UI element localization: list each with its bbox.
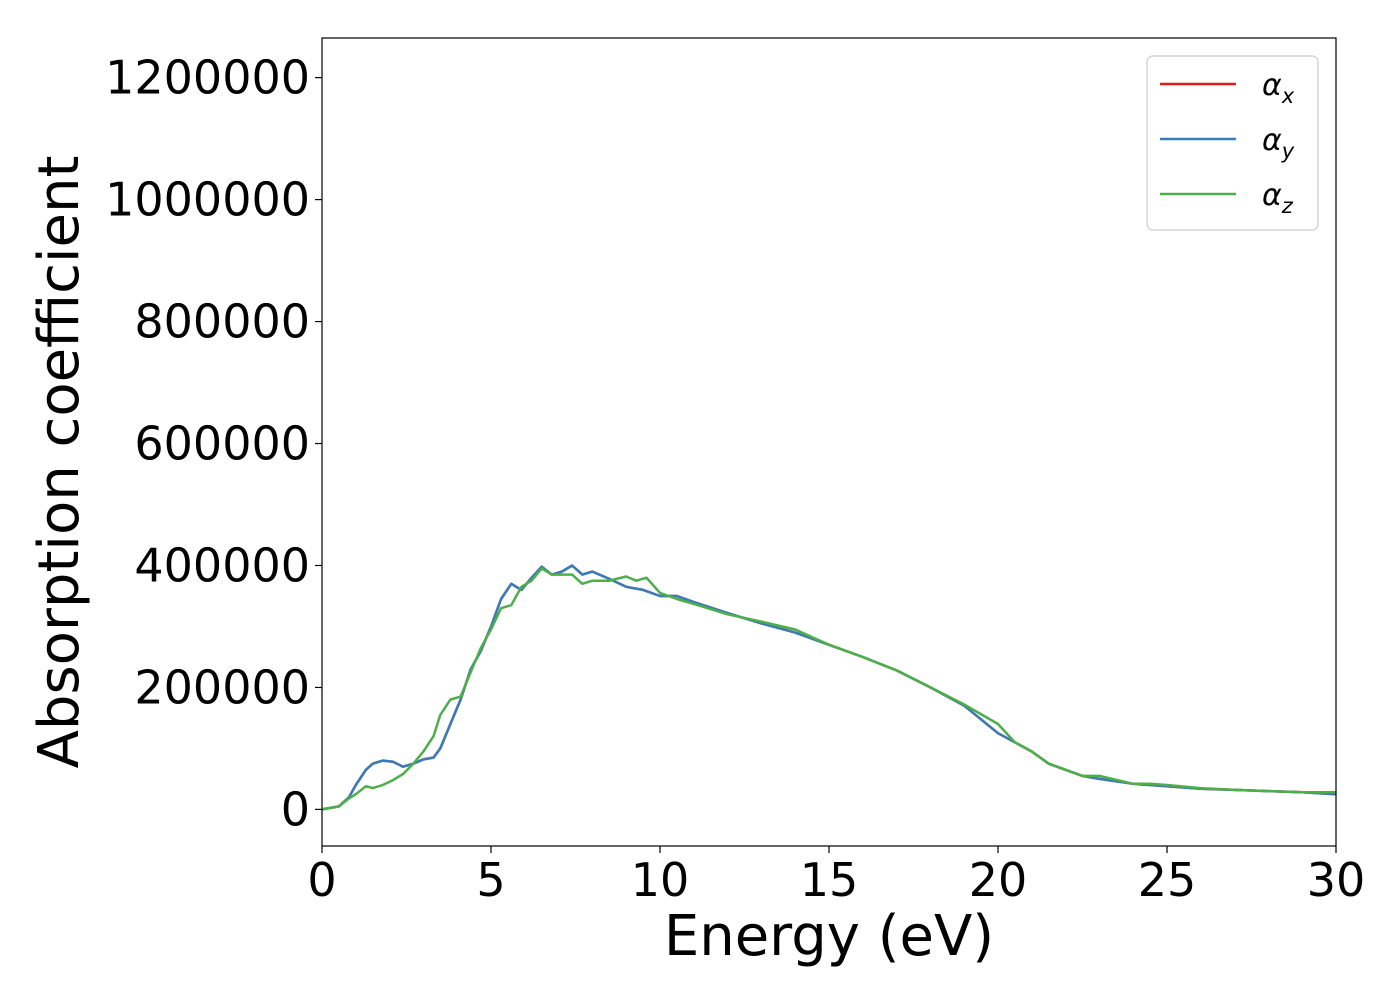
x-tick-label: 15 bbox=[800, 853, 859, 907]
x-axis-title: Energy (eV) bbox=[664, 904, 994, 969]
y-tick-label: 1000000 bbox=[105, 173, 310, 227]
legend-box bbox=[1146, 55, 1319, 231]
y-tick-label: 200000 bbox=[134, 660, 310, 714]
x-tick-label: 5 bbox=[476, 853, 505, 907]
legend-label-y: αy bbox=[1262, 123, 1295, 163]
y-tick-label: 0 bbox=[281, 782, 310, 836]
ticks-layer: 0 5 10 15 20 25 30 0 200000 400000 600000 800000 100… bbox=[105, 51, 1365, 907]
x-tick-label: 10 bbox=[631, 853, 690, 907]
legend-label-x: αx bbox=[1262, 68, 1295, 108]
y-tick-label: 800000 bbox=[134, 295, 310, 349]
x-tick-label: 25 bbox=[1138, 853, 1197, 907]
legend: αx αy αz bbox=[1146, 55, 1319, 231]
y-tick-label: 1200000 bbox=[105, 51, 310, 105]
y-axis-title: Absorption coefficient bbox=[27, 156, 92, 769]
series-layer bbox=[321, 564, 1337, 811]
x-tick-label: 0 bbox=[307, 853, 336, 907]
y-tick-label: 600000 bbox=[134, 417, 310, 471]
x-tick-label: 30 bbox=[1307, 853, 1366, 907]
y-tick-label: 400000 bbox=[134, 538, 310, 592]
series-line-z bbox=[321, 567, 1336, 811]
x-tick-label: 20 bbox=[969, 853, 1028, 907]
legend-label-z: αz bbox=[1262, 178, 1294, 218]
